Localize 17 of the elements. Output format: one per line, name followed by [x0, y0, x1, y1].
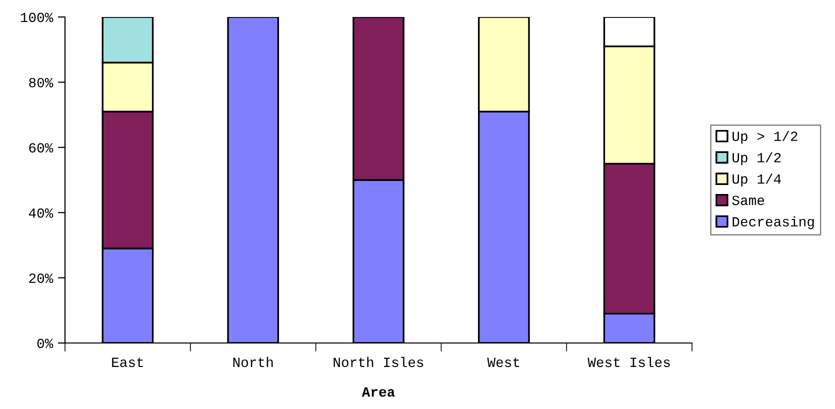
y-tick-label: 60% [29, 143, 54, 153]
legend-label: Up 1/2 [732, 152, 781, 166]
x-tick-label: North [233, 356, 273, 368]
legend-label: Up > 1/2 [732, 130, 798, 144]
y-tick-label: 20% [29, 274, 54, 283]
legend-label: Same [732, 196, 764, 206]
legend-label: Up 1/4 [732, 174, 781, 187]
y-tick-label: 80% [29, 78, 54, 88]
x-axis-title: Area [362, 387, 395, 397]
x-tick-label: North Isles [334, 356, 424, 368]
y-tick-label: 100% [20, 12, 54, 22]
y-tick-label: 0% [37, 338, 54, 348]
x-tick-label: East [112, 358, 143, 368]
y-tick-label: 40% [28, 208, 54, 218]
x-tick-label: West [487, 358, 520, 368]
x-tick-label: West Isles [588, 356, 670, 368]
legend-label: Decreasing [732, 216, 814, 230]
